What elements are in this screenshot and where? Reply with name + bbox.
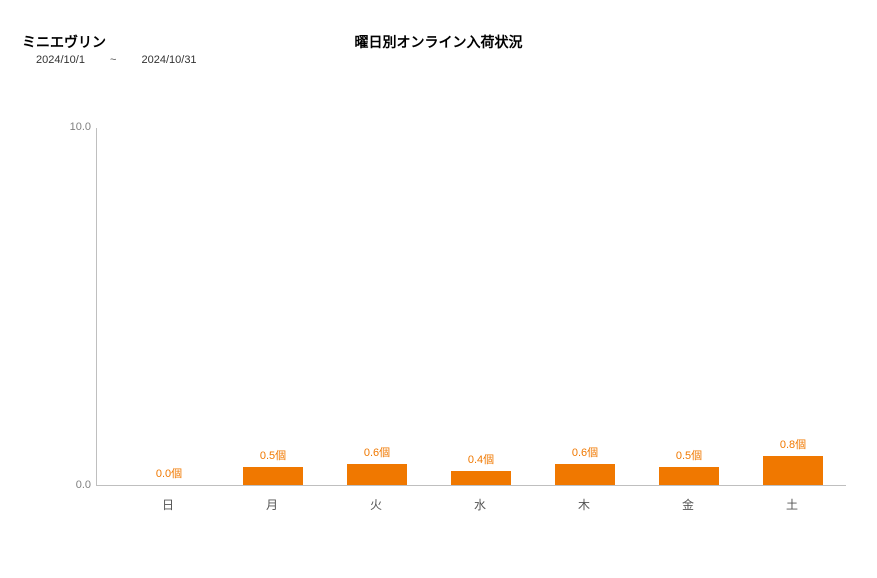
bar bbox=[243, 467, 303, 485]
page: ミニエヴリン 曜日別オンライン入荷状況 2024/10/1 ~ 2024/10/… bbox=[0, 0, 877, 578]
date-separator: ~ bbox=[110, 54, 116, 66]
x-tick-label: 土 bbox=[762, 496, 822, 513]
bar-slot: 0.6個 bbox=[347, 464, 407, 485]
date-to: 2024/10/31 bbox=[142, 54, 197, 66]
chart-title: 曜日別オンライン入荷状況 bbox=[0, 32, 877, 52]
bar-slot: 0.5個 bbox=[243, 467, 303, 485]
y-tick-label: 10.0 bbox=[70, 121, 91, 133]
bar-slot: 0.6個 bbox=[555, 464, 615, 485]
bar bbox=[555, 464, 615, 485]
bar-value-label: 0.0個 bbox=[156, 465, 182, 481]
bar-value-label: 0.5個 bbox=[260, 447, 286, 463]
bar-value-label: 0.8個 bbox=[780, 436, 806, 452]
bar-value-label: 0.4個 bbox=[468, 451, 494, 467]
x-tick-label: 水 bbox=[450, 496, 510, 513]
x-axis-labels: 日月火水木金土 bbox=[96, 496, 846, 516]
bar bbox=[451, 471, 511, 485]
date-range: 2024/10/1 ~ 2024/10/31 bbox=[36, 54, 197, 66]
y-tick-label: 0.0 bbox=[76, 479, 91, 491]
x-tick-label: 月 bbox=[242, 496, 302, 513]
chart-plot-area: 0.0個0.5個0.6個0.4個0.6個0.5個0.8個 0.010.0 bbox=[96, 128, 846, 486]
bar-slot: 0.5個 bbox=[659, 467, 719, 485]
x-tick-label: 日 bbox=[138, 496, 198, 513]
x-tick-label: 木 bbox=[554, 496, 614, 513]
bar bbox=[763, 456, 823, 485]
bar-value-label: 0.6個 bbox=[364, 444, 390, 460]
bar-value-label: 0.6個 bbox=[572, 444, 598, 460]
bar-value-label: 0.5個 bbox=[676, 447, 702, 463]
x-tick-label: 火 bbox=[346, 496, 406, 513]
bars-container: 0.0個 0.5個 0.6個 0.4個 0.6個 0.5個 0.8個 bbox=[97, 128, 846, 485]
bar-slot: 0.8個 bbox=[763, 456, 823, 485]
bar bbox=[659, 467, 719, 485]
bar-slot: 0.4個 bbox=[451, 471, 511, 485]
x-tick-label: 金 bbox=[658, 496, 718, 513]
date-from: 2024/10/1 bbox=[36, 54, 85, 66]
bar bbox=[347, 464, 407, 485]
